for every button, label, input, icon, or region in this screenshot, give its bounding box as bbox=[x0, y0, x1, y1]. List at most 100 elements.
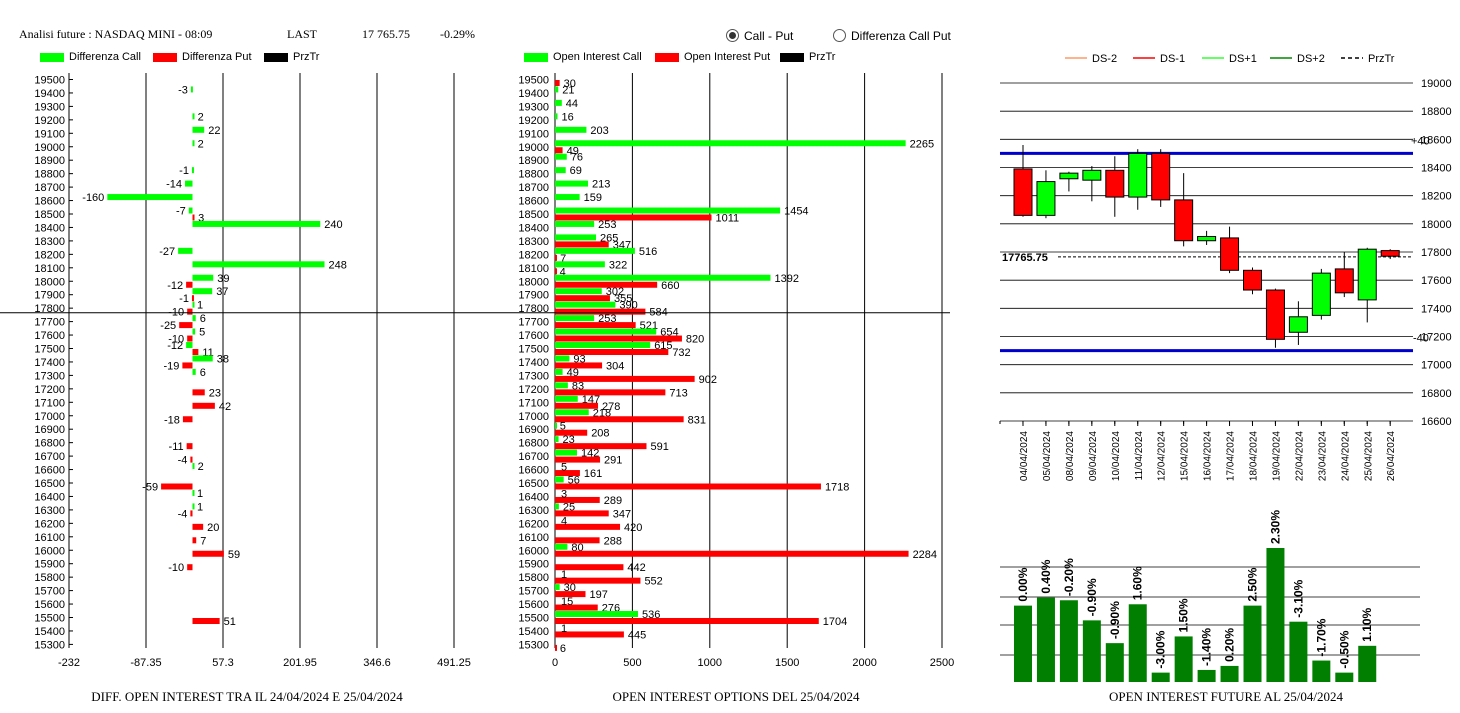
oi-bar bbox=[555, 618, 819, 624]
diff-strike-label: 18600 bbox=[34, 196, 65, 208]
radio-differenza-indicator[interactable] bbox=[833, 29, 846, 42]
oi-strike-label: 17300 bbox=[518, 370, 549, 382]
oi-bar bbox=[555, 611, 638, 617]
oi-strike-label: 16700 bbox=[518, 451, 549, 463]
oi-strike-label: 18200 bbox=[518, 249, 549, 261]
radio-call-put-indicator[interactable] bbox=[726, 29, 739, 42]
diff-strike-label: 15400 bbox=[34, 626, 65, 638]
oi-bar bbox=[555, 234, 597, 241]
legend-item-diff-call: Differenza Call bbox=[40, 51, 141, 63]
oi-value-label: 197 bbox=[589, 589, 607, 601]
diff-strike-label: 17000 bbox=[34, 411, 65, 423]
oi-value-label: 591 bbox=[650, 441, 668, 453]
diff-bar bbox=[192, 402, 215, 409]
oi-bar bbox=[555, 335, 682, 342]
oi-x-tick: 500 bbox=[623, 657, 641, 669]
diff-x-tick: 491.25 bbox=[437, 657, 471, 669]
oi-bar bbox=[555, 470, 580, 477]
candle-y-tick: 19000 bbox=[1421, 78, 1452, 90]
oi-x-tick: 1500 bbox=[775, 657, 799, 669]
diff-strike-label: 18700 bbox=[34, 182, 65, 194]
diff-bar bbox=[187, 308, 193, 315]
candle-date-label: 18/04/2024 bbox=[1249, 431, 1260, 481]
oi-bar bbox=[555, 591, 586, 598]
oi-bar bbox=[555, 395, 578, 402]
oi-bar bbox=[555, 99, 562, 106]
diff-value-label: 240 bbox=[324, 219, 342, 231]
future-oi-label: 2.50% bbox=[1246, 567, 1260, 601]
diff-value-label: 1 bbox=[197, 300, 203, 312]
oi-bar bbox=[555, 274, 771, 281]
candle-date-label: 09/04/2024 bbox=[1088, 431, 1099, 481]
legend-swatch bbox=[524, 52, 548, 62]
oi-bar bbox=[555, 368, 563, 375]
oi-bar bbox=[555, 456, 601, 463]
oi-bar bbox=[555, 375, 695, 382]
oi-value-label: 1718 bbox=[825, 482, 849, 494]
radio-call-put[interactable]: Call - Put bbox=[726, 29, 793, 43]
diff-value-label: 6 bbox=[200, 367, 206, 379]
future-oi-label: -0.20% bbox=[1062, 558, 1076, 596]
candle-body bbox=[1288, 316, 1308, 333]
legend-swatch bbox=[153, 52, 177, 62]
diff-value-label: 5 bbox=[199, 327, 205, 339]
diff-value-label: -1 bbox=[179, 293, 189, 305]
candle-body bbox=[1036, 181, 1056, 216]
diff-bar bbox=[192, 618, 220, 624]
diff-bar bbox=[192, 140, 195, 147]
legend-label: Open Interest Call bbox=[553, 51, 642, 63]
diff-value-label: 59 bbox=[228, 549, 240, 561]
oi-x-tick: 1000 bbox=[698, 657, 722, 669]
candle-y-tick: 17000 bbox=[1421, 360, 1452, 372]
oi-value-label: 420 bbox=[624, 522, 642, 534]
candle-date-label: 05/04/2024 bbox=[1042, 431, 1053, 481]
future-oi-bar bbox=[1059, 600, 1078, 682]
oi-bar bbox=[555, 194, 580, 201]
diff-strike-label: 17100 bbox=[34, 397, 65, 409]
diff-strike-label: 16200 bbox=[34, 518, 65, 530]
diff-value-label: -19 bbox=[163, 360, 179, 372]
oi-value-label: 347 bbox=[613, 508, 631, 520]
oi-value-label: 213 bbox=[592, 179, 610, 191]
diff-strike-label: 15500 bbox=[34, 613, 65, 625]
oi-value-label: 291 bbox=[604, 455, 622, 467]
candle-body bbox=[1265, 289, 1285, 340]
oi-bar bbox=[555, 214, 712, 221]
lower-band-label: -40 bbox=[1413, 333, 1429, 345]
legend-label: Open Interest Put bbox=[684, 51, 771, 63]
legend-item-oi-put: Open Interest Put bbox=[655, 51, 770, 63]
oi-bar bbox=[555, 476, 564, 483]
radio-differenza-call-put[interactable]: Differenza Call Put bbox=[833, 29, 951, 43]
candle-date-label: 15/04/2024 bbox=[1180, 431, 1191, 481]
diff-bar bbox=[192, 214, 195, 221]
diff-strike-label: 18200 bbox=[34, 249, 65, 261]
diff-value-label: 7 bbox=[200, 535, 206, 547]
left-chart-caption: DIFF. OPEN INTEREST TRA IL 24/04/2024 E … bbox=[91, 689, 403, 704]
diff-value-label: 51 bbox=[224, 616, 236, 628]
future-oi-label: 1.50% bbox=[1177, 598, 1191, 632]
oi-strike-label: 17800 bbox=[518, 303, 549, 315]
oi-strike-label: 18900 bbox=[518, 155, 549, 167]
diff-strike-label: 15600 bbox=[34, 599, 65, 611]
candle-legend-label: DS-1 bbox=[1160, 53, 1185, 65]
oi-strike-label: 19100 bbox=[518, 128, 549, 140]
candle-body bbox=[1082, 169, 1102, 181]
future-oi-bar bbox=[1014, 605, 1032, 682]
future-oi-label: -0.50% bbox=[1337, 630, 1351, 668]
diff-value-label: 248 bbox=[329, 259, 347, 271]
future-oi-label: 1.60% bbox=[1131, 566, 1145, 600]
oi-value-label: 21 bbox=[562, 84, 574, 96]
oi-value-label: 1454 bbox=[784, 206, 808, 218]
diff-chart: -232 -87.35 57.3 201.95 346.6 491.25 195001940… bbox=[0, 73, 520, 669]
diff-value-label: -4 bbox=[178, 508, 188, 520]
oi-strike-label: 18700 bbox=[518, 182, 549, 194]
diff-bar bbox=[182, 362, 193, 369]
legend-label: PrzTr bbox=[293, 51, 320, 63]
oi-bar bbox=[555, 644, 557, 651]
diff-value-label: 22 bbox=[208, 125, 220, 137]
diff-bar bbox=[192, 349, 199, 355]
oi-value-label: 4 bbox=[560, 266, 566, 278]
oi-strike-label: 17600 bbox=[518, 330, 549, 342]
